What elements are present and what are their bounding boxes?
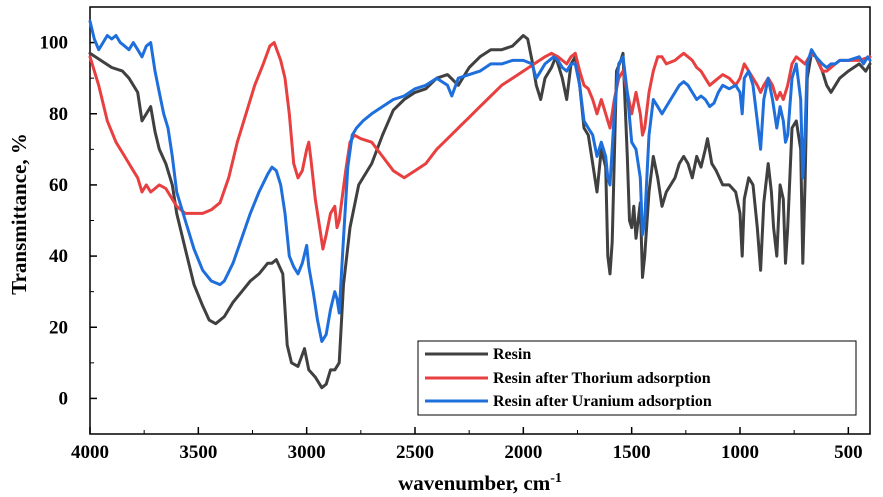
legend-box	[417, 340, 857, 416]
series-line-resin	[88, 34, 872, 390]
x-tick-label: 4000	[71, 442, 109, 463]
y-axis-title: Transmittance, %	[7, 133, 31, 295]
x-tick-label: 3500	[179, 442, 217, 463]
series-line-thorium	[88, 41, 872, 251]
legend-label-uranium: Resin after Uranium adsorption	[493, 393, 712, 410]
y-axis: 0 20 40 60 80 100	[40, 33, 97, 409]
legend: Resin Resin after Thorium adsorption Res…	[417, 340, 857, 416]
x-tick-label: 500	[834, 442, 863, 463]
y-tick-label: 0	[59, 388, 69, 409]
y-tick-label: 100	[40, 33, 69, 54]
y-tick-label: 60	[49, 175, 68, 196]
y-tick-label: 80	[49, 104, 68, 125]
y-tick-label: 40	[49, 246, 68, 267]
x-axis-title: wavenumber, cm-1	[398, 471, 562, 495]
x-tick-label: 1000	[721, 442, 759, 463]
legend-label-thorium: Resin after Thorium adsorption	[493, 370, 711, 387]
x-tick-label: 3000	[288, 442, 326, 463]
series-line-uranium	[88, 19, 872, 343]
x-axis-title-superscript: -1	[550, 471, 562, 486]
y-tick-label: 20	[49, 317, 68, 338]
x-axis: 4000 3500 3000 2500 2000 1500 1000 500	[71, 427, 863, 463]
legend-label-resin: Resin	[493, 346, 531, 363]
series-layer	[88, 19, 872, 390]
x-tick-label: 1500	[613, 442, 651, 463]
x-axis-title-text: wavenumber, cm	[398, 471, 551, 495]
x-tick-label: 2000	[504, 442, 542, 463]
x-tick-label: 2500	[396, 442, 434, 463]
